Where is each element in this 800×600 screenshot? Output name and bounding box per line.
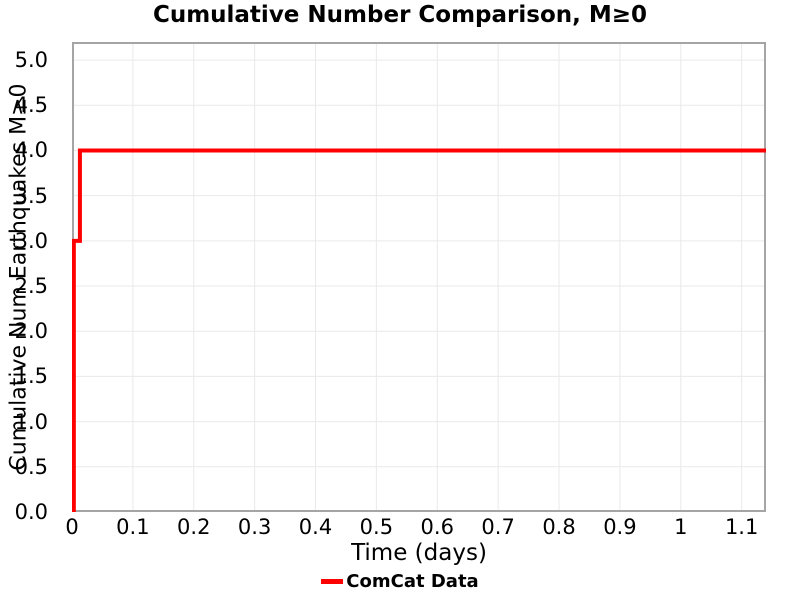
legend-label: ComCat Data (346, 570, 479, 592)
y-tick-label: 4.0 (14, 138, 48, 163)
x-tick-labels: 0 0.1 0.2 0.3 0.4 0.5 0.6 0.7 0.8 0.9 1 1.1 (65, 515, 766, 541)
plot-svg (71, 42, 766, 514)
plot-frame (72, 42, 766, 512)
y-tick-label: 0.5 (14, 454, 48, 479)
y-tick-label: 3.0 (14, 228, 48, 253)
y-tick-labels: 0.0 0.5 1.0 1.5 2.0 2.5 3.0 3.5 4.0 4.5 5.0 (0, 42, 60, 524)
x-tick-label: 0.8 (542, 515, 576, 539)
x-tick-label: 0.1 (116, 515, 150, 539)
legend: ComCat Data (0, 568, 800, 594)
x-tick-label: 0.4 (298, 515, 333, 539)
y-tick-label: 0.0 (14, 500, 48, 524)
x-tick-label: 0.3 (237, 515, 272, 539)
y-tick-label: 3.5 (14, 183, 48, 208)
x-tick-label: 0.5 (359, 515, 394, 539)
x-tick-label: 0.9 (603, 515, 637, 539)
plot-area (71, 42, 766, 514)
x-tick-label: 1 (674, 515, 688, 539)
y-tick-label: 4.5 (14, 93, 48, 118)
x-tick-label: 1.1 (724, 515, 759, 539)
chart-title: Cumulative Number Comparison, M≥0 (152, 2, 648, 28)
legend-line-swatch (321, 578, 344, 584)
x-tick-label: 0.7 (481, 515, 515, 539)
x-tick-label: 0.2 (177, 515, 211, 539)
y-tick-label: 1.0 (14, 409, 48, 434)
x-axis-label: Time (days) (351, 540, 487, 566)
y-tick-label: 2.0 (14, 319, 48, 344)
y-tick-label: 1.5 (14, 364, 48, 389)
y-tick-label: 2.5 (14, 274, 48, 299)
x-tick-label: 0.6 (420, 515, 454, 539)
x-tick-label: 0 (65, 515, 79, 539)
y-tick-label: 5.0 (14, 48, 48, 73)
